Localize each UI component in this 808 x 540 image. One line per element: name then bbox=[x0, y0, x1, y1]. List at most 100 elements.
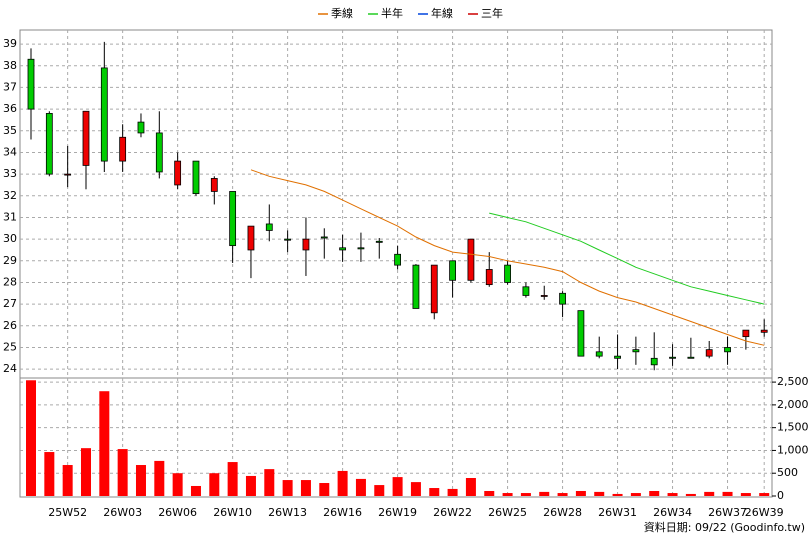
candle-body bbox=[577, 310, 585, 357]
x-tick-label: 26W06 bbox=[158, 506, 197, 519]
volume-bar bbox=[759, 493, 770, 496]
candle-body bbox=[724, 347, 731, 353]
ma-line bbox=[250, 169, 765, 346]
volume-bar bbox=[282, 480, 293, 496]
volume-bar bbox=[190, 485, 201, 496]
candle-body bbox=[247, 225, 255, 251]
candle-body bbox=[265, 223, 273, 231]
volume-bar bbox=[447, 488, 458, 496]
candle-body bbox=[669, 356, 676, 359]
candle-body bbox=[742, 329, 750, 338]
y-tick-label: 33 bbox=[3, 167, 17, 180]
legend-label: 年線 bbox=[431, 6, 453, 20]
candle-body bbox=[192, 160, 200, 195]
volume-bar bbox=[80, 448, 91, 496]
x-tick-label: 26W37 bbox=[708, 506, 747, 519]
candle-body bbox=[614, 355, 621, 359]
candle-body bbox=[320, 236, 328, 239]
candle-body bbox=[229, 191, 237, 247]
y-tick-label: 39 bbox=[3, 37, 17, 50]
candle-body bbox=[100, 67, 108, 162]
candle-body bbox=[27, 58, 35, 110]
footnote: 資料日期: 09/22 (Goodinfo.tw) bbox=[644, 520, 805, 534]
candle-body bbox=[412, 264, 420, 309]
candle-body bbox=[302, 238, 310, 251]
volume-bar bbox=[154, 460, 165, 496]
volume-bar bbox=[26, 380, 36, 496]
volume-bar bbox=[209, 473, 220, 496]
volume-bar bbox=[227, 462, 238, 496]
x-tick-label: 26W39 bbox=[745, 506, 784, 519]
y-tick-label: 28 bbox=[3, 275, 17, 288]
volume-bar bbox=[502, 493, 513, 496]
legend-label: 三年 bbox=[481, 6, 503, 20]
y-tick-label: 37 bbox=[3, 80, 17, 93]
candle-body bbox=[82, 110, 90, 166]
y-tick-label: 27 bbox=[3, 297, 17, 310]
volume-bar bbox=[374, 485, 385, 496]
volume-bar bbox=[410, 482, 421, 496]
y-tick-label: 32 bbox=[3, 189, 17, 202]
legend-label: 半年 bbox=[381, 6, 403, 20]
x-tick-label: 26W03 bbox=[103, 506, 142, 519]
volume-bar bbox=[319, 483, 330, 496]
candle-body bbox=[394, 253, 402, 266]
volume-bar bbox=[539, 491, 550, 496]
candle-body bbox=[357, 247, 365, 250]
candle-body bbox=[760, 329, 768, 333]
y-tick-label: 29 bbox=[3, 254, 17, 267]
volume-bar bbox=[264, 469, 275, 496]
y-tick-label: 24 bbox=[3, 362, 17, 375]
volume-tick-label: 1,000 bbox=[777, 443, 808, 456]
x-tick-label: 26W16 bbox=[323, 506, 362, 519]
x-tick-label: 26W25 bbox=[488, 506, 527, 519]
candle-body bbox=[522, 286, 530, 296]
candle-body bbox=[632, 349, 640, 353]
y-tick-label: 38 bbox=[3, 59, 17, 72]
candle-body bbox=[430, 264, 438, 314]
volume-bar bbox=[62, 465, 73, 496]
y-tick-label: 30 bbox=[3, 232, 17, 245]
x-tick-label: 26W13 bbox=[268, 506, 307, 519]
volume-bar bbox=[612, 493, 623, 496]
volume-bar bbox=[135, 465, 146, 496]
volume-tick-label: 1,500 bbox=[777, 421, 808, 434]
candle-body bbox=[137, 121, 145, 134]
y-tick-label: 35 bbox=[3, 124, 17, 137]
volume-tick-label: 0 bbox=[777, 489, 784, 502]
x-tick-label: 26W31 bbox=[598, 506, 637, 519]
y-tick-label: 25 bbox=[3, 340, 17, 353]
volume-bar bbox=[44, 452, 55, 496]
ma-line bbox=[489, 212, 765, 305]
volume-bar bbox=[117, 449, 128, 496]
candle-body bbox=[119, 136, 127, 162]
volume-bar bbox=[575, 490, 586, 496]
candle-body bbox=[595, 351, 603, 357]
candle-body bbox=[559, 292, 566, 305]
x-tick-label: 26W34 bbox=[653, 506, 692, 519]
volume-bar bbox=[722, 491, 733, 496]
candle-body bbox=[210, 178, 218, 192]
candle-body bbox=[705, 349, 713, 357]
candle-body bbox=[540, 295, 548, 297]
volume-bar bbox=[172, 473, 183, 496]
candle-body bbox=[45, 113, 53, 175]
volume-bar bbox=[630, 493, 641, 496]
candle-body bbox=[467, 238, 475, 281]
y-tick-label: 34 bbox=[3, 145, 17, 158]
candle-body bbox=[64, 173, 72, 176]
volume-bar bbox=[355, 478, 366, 496]
legend-label: 季線 bbox=[331, 6, 353, 20]
volume-bar bbox=[557, 493, 568, 496]
x-tick-label: 25W52 bbox=[48, 506, 87, 519]
candle-body bbox=[339, 247, 347, 251]
candle-body bbox=[449, 260, 456, 281]
volume-bar bbox=[465, 478, 476, 496]
candle-body bbox=[504, 264, 511, 283]
volume-bar bbox=[667, 493, 678, 496]
candle-body bbox=[687, 356, 695, 359]
x-tick-label: 26W22 bbox=[433, 506, 472, 519]
volume-bar bbox=[649, 490, 660, 496]
x-tick-label: 26W28 bbox=[543, 506, 582, 519]
volume-bar bbox=[337, 470, 348, 496]
